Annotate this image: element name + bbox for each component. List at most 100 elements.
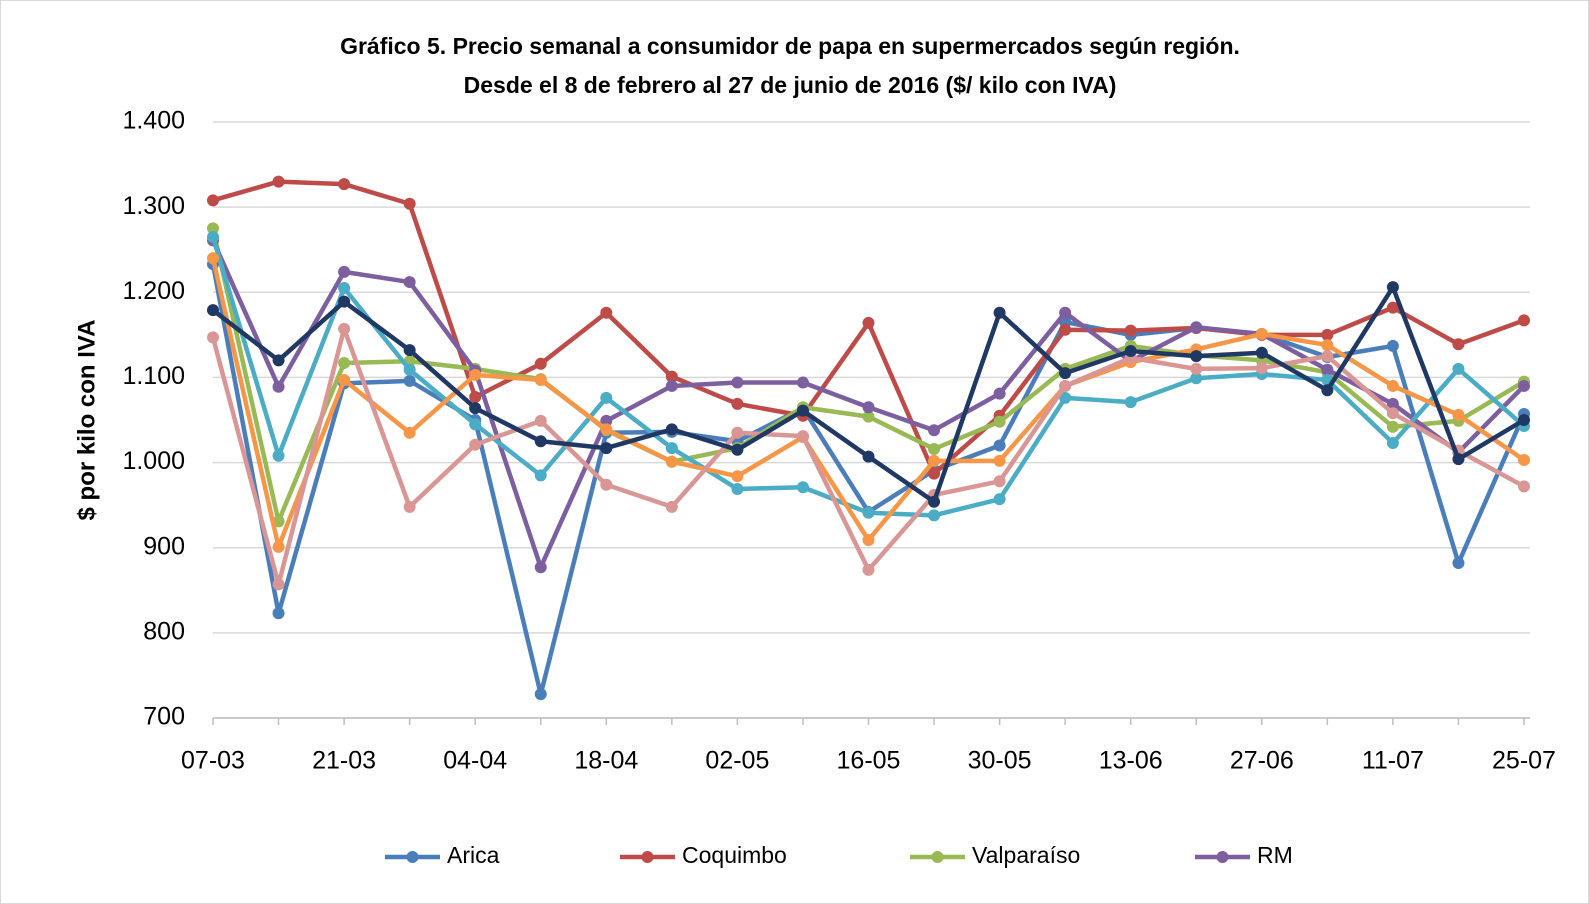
series-marker bbox=[928, 509, 941, 522]
series-marker bbox=[338, 295, 351, 308]
series-marker bbox=[1518, 379, 1530, 392]
series-marker bbox=[928, 495, 941, 508]
series-marker bbox=[338, 322, 351, 335]
y-tick-label: 1.300 bbox=[122, 192, 185, 220]
x-tick-label: 04-04 bbox=[443, 747, 507, 775]
series-marker bbox=[1190, 362, 1203, 375]
x-tick-label: 30-05 bbox=[968, 747, 1032, 775]
series-marker bbox=[534, 414, 547, 427]
series-marker bbox=[403, 363, 416, 376]
series-marker bbox=[272, 380, 285, 393]
series-marker bbox=[1321, 384, 1334, 397]
legend-label: Coquimbo bbox=[682, 842, 787, 868]
series-marker bbox=[1386, 281, 1399, 294]
series-marker bbox=[1255, 346, 1268, 359]
series-marker bbox=[665, 370, 678, 383]
series-marker bbox=[534, 688, 547, 701]
series-marker bbox=[665, 455, 678, 468]
series-marker bbox=[993, 475, 1006, 488]
series-marker bbox=[1518, 414, 1530, 426]
series-marker bbox=[534, 373, 547, 386]
series-marker bbox=[403, 500, 416, 513]
series-marker bbox=[1518, 454, 1530, 467]
series-marker bbox=[862, 563, 875, 576]
legend-marker bbox=[1216, 851, 1229, 863]
series-marker bbox=[1386, 397, 1399, 410]
series-marker bbox=[1190, 372, 1203, 385]
series-marker bbox=[403, 344, 416, 357]
series-marker bbox=[1386, 379, 1399, 392]
y-tick-label: 800 bbox=[143, 617, 185, 645]
series-marker bbox=[1518, 480, 1530, 493]
x-tick-label: 02-05 bbox=[705, 747, 769, 775]
y-tick-label: 700 bbox=[143, 703, 185, 731]
series-marker bbox=[1124, 345, 1137, 358]
series-marker bbox=[993, 306, 1006, 319]
series-marker bbox=[403, 276, 416, 289]
legend-marker bbox=[641, 851, 654, 863]
series-marker bbox=[272, 578, 285, 591]
series-marker bbox=[1386, 436, 1399, 449]
series-marker bbox=[338, 282, 351, 295]
x-tick-label: 21-03 bbox=[312, 747, 376, 775]
series-marker bbox=[403, 197, 416, 210]
legend-marker bbox=[406, 851, 419, 863]
x-tick-label: 13-06 bbox=[1099, 747, 1163, 775]
series-marker bbox=[1321, 339, 1334, 352]
y-tick-label: 1.200 bbox=[122, 277, 185, 305]
series-marker bbox=[731, 482, 744, 495]
series-marker bbox=[993, 387, 1006, 400]
series-marker bbox=[534, 469, 547, 482]
series-marker bbox=[731, 470, 744, 483]
x-tick-label: 27-06 bbox=[1230, 747, 1294, 775]
series-marker bbox=[1452, 557, 1465, 570]
series-marker bbox=[469, 368, 482, 381]
series-marker bbox=[928, 467, 941, 480]
series-marker bbox=[207, 194, 219, 207]
series-marker bbox=[207, 230, 219, 243]
series-marker bbox=[1059, 391, 1072, 404]
series-marker bbox=[665, 379, 678, 392]
series-marker bbox=[993, 415, 1006, 428]
series-marker bbox=[600, 414, 613, 427]
chart-title: Gráfico 5. Precio semanal a consumidor d… bbox=[340, 33, 1240, 59]
series-marker bbox=[207, 222, 219, 235]
y-tick-label: 1.400 bbox=[122, 107, 185, 135]
series-marker bbox=[1059, 323, 1072, 336]
series-marker bbox=[1255, 362, 1268, 375]
series-marker bbox=[1190, 321, 1203, 334]
series-marker bbox=[665, 500, 678, 513]
series-marker bbox=[1321, 363, 1334, 376]
series-marker bbox=[1124, 396, 1137, 409]
y-tick-label: 1.100 bbox=[122, 362, 185, 390]
series-marker bbox=[1386, 407, 1399, 420]
series-marker bbox=[600, 391, 613, 404]
series-marker bbox=[600, 442, 613, 455]
series-marker bbox=[1059, 306, 1072, 319]
series-marker bbox=[207, 331, 219, 344]
series-marker bbox=[731, 397, 744, 410]
series-marker bbox=[403, 426, 416, 439]
series-marker bbox=[338, 265, 351, 278]
series-marker bbox=[1452, 362, 1465, 375]
y-tick-label: 900 bbox=[143, 532, 185, 560]
x-tick-label: 07-03 bbox=[181, 747, 245, 775]
y-tick-label: 1.000 bbox=[122, 447, 185, 475]
series-marker bbox=[1452, 338, 1465, 351]
series-marker bbox=[796, 430, 809, 443]
series-marker bbox=[600, 478, 613, 491]
series-marker bbox=[469, 438, 482, 451]
series-marker bbox=[796, 481, 809, 494]
series-marker bbox=[993, 454, 1006, 467]
series-marker bbox=[665, 423, 678, 436]
series-marker bbox=[207, 252, 219, 265]
series-marker bbox=[665, 442, 678, 455]
legend-label: RM bbox=[1257, 842, 1293, 868]
series-marker bbox=[731, 376, 744, 389]
x-tick-label: 16-05 bbox=[837, 747, 901, 775]
series-marker bbox=[1321, 350, 1334, 363]
series-marker bbox=[1386, 339, 1399, 352]
series-marker bbox=[993, 439, 1006, 452]
series-marker bbox=[338, 356, 351, 369]
